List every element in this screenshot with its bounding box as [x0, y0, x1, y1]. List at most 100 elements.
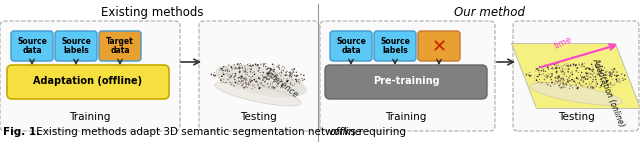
Point	[561, 64, 571, 66]
Point	[586, 73, 596, 75]
Point	[525, 77, 535, 80]
Point	[287, 74, 298, 76]
Point	[257, 84, 268, 86]
Point	[612, 74, 622, 76]
Point	[253, 70, 263, 72]
Point	[564, 77, 574, 80]
Point	[262, 75, 273, 77]
Point	[246, 68, 257, 70]
Point	[524, 74, 534, 76]
Point	[601, 71, 611, 73]
Point	[551, 76, 561, 79]
Point	[255, 78, 265, 81]
Point	[253, 64, 263, 66]
Point	[277, 80, 287, 82]
Point	[239, 77, 249, 80]
Text: Our method: Our method	[454, 6, 525, 19]
Point	[256, 63, 266, 65]
Point	[539, 75, 549, 77]
Point	[564, 77, 574, 79]
Point	[282, 81, 292, 83]
Point	[608, 69, 618, 71]
Point	[239, 87, 250, 89]
Point	[561, 62, 572, 64]
Point	[266, 83, 276, 85]
Point	[554, 75, 564, 78]
Point	[267, 85, 277, 88]
Point	[543, 68, 554, 70]
Point	[570, 65, 580, 67]
Point	[572, 67, 582, 69]
Point	[570, 80, 580, 82]
Point	[592, 73, 602, 75]
Point	[219, 78, 229, 80]
Point	[292, 79, 303, 81]
Point	[227, 73, 237, 75]
Point	[587, 68, 597, 70]
Point	[608, 67, 618, 70]
Point	[601, 85, 611, 88]
Point	[266, 73, 276, 75]
Point	[534, 81, 544, 83]
Point	[547, 81, 557, 84]
Point	[223, 78, 234, 80]
Point	[228, 84, 238, 86]
Point	[266, 68, 276, 70]
Point	[588, 74, 598, 76]
Point	[551, 69, 561, 71]
Ellipse shape	[216, 65, 307, 97]
Point	[609, 83, 619, 86]
Point	[579, 65, 589, 68]
Point	[262, 78, 272, 80]
Point	[591, 66, 601, 68]
Point	[273, 83, 283, 85]
Point	[599, 74, 609, 76]
FancyBboxPatch shape	[325, 65, 487, 99]
Point	[579, 76, 589, 78]
Point	[282, 80, 292, 82]
Point	[227, 83, 237, 85]
Point	[563, 65, 573, 67]
Point	[563, 71, 573, 73]
Text: data: data	[22, 46, 42, 55]
Point	[532, 67, 543, 70]
Point	[211, 74, 221, 76]
Point	[294, 78, 304, 81]
Point	[565, 80, 575, 82]
Point	[525, 75, 536, 77]
Point	[543, 75, 553, 77]
Point	[257, 74, 268, 77]
Point	[250, 63, 260, 65]
Point	[284, 72, 294, 74]
Point	[209, 75, 219, 77]
Point	[244, 85, 255, 87]
Point	[244, 68, 255, 70]
Point	[577, 85, 587, 87]
Point	[522, 73, 532, 75]
Text: Pre-training: Pre-training	[372, 76, 439, 86]
Point	[258, 78, 268, 81]
Point	[589, 76, 599, 78]
Point	[249, 78, 259, 81]
Point	[598, 78, 608, 80]
Point	[268, 66, 278, 68]
Point	[236, 62, 246, 65]
Point	[230, 78, 240, 80]
Point	[293, 82, 303, 84]
Point	[254, 67, 264, 69]
Point	[250, 73, 260, 76]
Text: labels: labels	[382, 46, 408, 55]
Point	[567, 71, 577, 73]
Point	[264, 77, 275, 80]
Text: Source: Source	[380, 37, 410, 46]
Point	[257, 62, 267, 65]
Point	[282, 80, 292, 82]
Point	[267, 77, 277, 79]
Point	[234, 80, 244, 82]
Point	[577, 76, 587, 79]
Point	[287, 79, 298, 81]
Point	[554, 67, 564, 69]
Point	[529, 80, 539, 82]
Point	[559, 79, 570, 82]
Point	[564, 87, 575, 90]
